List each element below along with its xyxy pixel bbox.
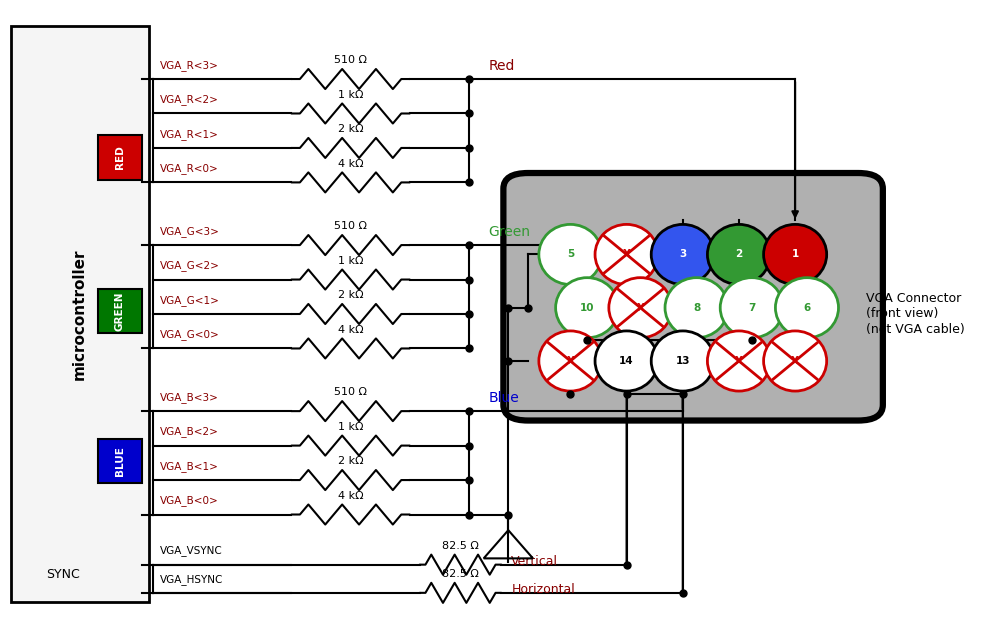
Ellipse shape: [776, 278, 838, 338]
Text: 4 kΩ: 4 kΩ: [338, 325, 363, 335]
Text: X: X: [637, 303, 645, 313]
Ellipse shape: [539, 224, 602, 284]
Text: 510 Ω: 510 Ω: [334, 387, 367, 398]
Text: VGA_R<1>: VGA_R<1>: [161, 129, 219, 140]
Text: 510 Ω: 510 Ω: [334, 221, 367, 231]
Text: 1 kΩ: 1 kΩ: [338, 422, 363, 432]
Ellipse shape: [539, 331, 602, 391]
Ellipse shape: [665, 278, 728, 338]
Text: VGA_B<3>: VGA_B<3>: [161, 392, 219, 403]
Text: 13: 13: [676, 356, 690, 366]
Text: VGA_HSYNC: VGA_HSYNC: [161, 574, 224, 585]
Text: VGA_R<2>: VGA_R<2>: [161, 94, 219, 106]
Text: BLUE: BLUE: [115, 447, 125, 476]
Text: 2 kΩ: 2 kΩ: [338, 457, 363, 466]
Ellipse shape: [707, 224, 771, 284]
Text: 5: 5: [566, 249, 574, 259]
Text: Green: Green: [489, 225, 531, 239]
Text: X: X: [623, 249, 631, 259]
Ellipse shape: [764, 331, 826, 391]
FancyBboxPatch shape: [98, 289, 142, 333]
Text: VGA_B<1>: VGA_B<1>: [161, 461, 219, 472]
Ellipse shape: [651, 331, 714, 391]
Text: 2 kΩ: 2 kΩ: [338, 290, 363, 300]
Ellipse shape: [595, 224, 658, 284]
Text: VGA_G<3>: VGA_G<3>: [161, 226, 220, 237]
Text: 2 kΩ: 2 kΩ: [338, 124, 363, 134]
Text: VGA_G<0>: VGA_G<0>: [161, 330, 220, 340]
Text: VGA Connector
(front view)
(not VGA cable): VGA Connector (front view) (not VGA cabl…: [866, 293, 965, 335]
Text: VGA_B<2>: VGA_B<2>: [161, 426, 219, 438]
Text: VGA_B<0>: VGA_B<0>: [161, 495, 219, 506]
Text: 14: 14: [619, 356, 634, 366]
Text: 6: 6: [804, 303, 810, 313]
Text: 4 kΩ: 4 kΩ: [338, 159, 363, 169]
Text: Vertical: Vertical: [511, 555, 558, 568]
FancyBboxPatch shape: [98, 135, 142, 180]
FancyBboxPatch shape: [11, 26, 149, 602]
Text: VGA_G<1>: VGA_G<1>: [161, 295, 220, 306]
Text: VGA_G<2>: VGA_G<2>: [161, 261, 220, 271]
Text: GREEN: GREEN: [115, 291, 125, 330]
Text: RED: RED: [115, 146, 125, 169]
Ellipse shape: [609, 278, 672, 338]
Text: 3: 3: [680, 249, 686, 259]
Ellipse shape: [707, 331, 771, 391]
Text: 8: 8: [693, 303, 700, 313]
Text: 4 kΩ: 4 kΩ: [338, 490, 363, 501]
Ellipse shape: [764, 224, 826, 284]
Text: 1 kΩ: 1 kΩ: [338, 90, 363, 100]
Text: 82.5 Ω: 82.5 Ω: [442, 541, 479, 551]
Text: Red: Red: [489, 59, 515, 73]
Text: Blue: Blue: [489, 391, 520, 405]
Text: microcontroller: microcontroller: [72, 248, 87, 380]
Text: X: X: [566, 356, 574, 366]
Text: VGA_R<0>: VGA_R<0>: [161, 163, 219, 174]
Text: 7: 7: [748, 303, 756, 313]
Ellipse shape: [720, 278, 784, 338]
Text: X: X: [792, 356, 800, 366]
Text: VGA_R<3>: VGA_R<3>: [161, 60, 219, 71]
Text: VGA_VSYNC: VGA_VSYNC: [161, 546, 223, 556]
Ellipse shape: [595, 331, 658, 391]
Text: Horizontal: Horizontal: [511, 583, 575, 596]
Text: 1: 1: [792, 249, 799, 259]
Text: 1 kΩ: 1 kΩ: [338, 256, 363, 266]
Text: 82.5 Ω: 82.5 Ω: [442, 569, 479, 579]
Text: SYNC: SYNC: [46, 568, 79, 580]
Ellipse shape: [651, 224, 714, 284]
Text: 510 Ω: 510 Ω: [334, 55, 367, 65]
Text: 2: 2: [735, 249, 743, 259]
Text: 10: 10: [580, 303, 594, 313]
FancyBboxPatch shape: [98, 439, 142, 484]
Ellipse shape: [556, 278, 619, 338]
Text: X: X: [735, 356, 743, 366]
FancyBboxPatch shape: [503, 173, 883, 421]
